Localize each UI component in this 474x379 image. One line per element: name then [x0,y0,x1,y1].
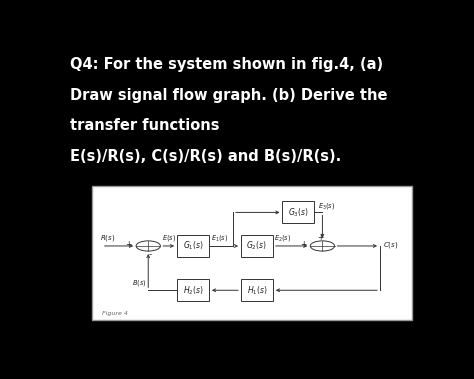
Text: transfer functions: transfer functions [70,118,220,133]
Bar [92,186,412,320]
Text: Draw signal flow graph. (b) Derive the: Draw signal flow graph. (b) Derive the [70,88,388,103]
Text: Q4: For the system shown in fig.4, (a): Q4: For the system shown in fig.4, (a) [70,57,383,72]
Text: E(s)/R(s), C(s)/R(s) and B(s)/R(s).: E(s)/R(s), C(s)/R(s) and B(s)/R(s). [70,149,342,164]
